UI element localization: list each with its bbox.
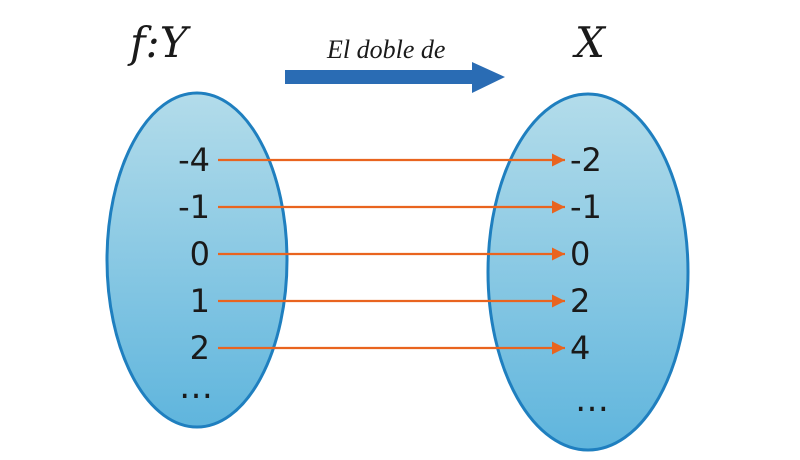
right-value-2: 0 bbox=[570, 235, 590, 273]
right-set-ellipse bbox=[486, 92, 690, 452]
left-value-2: 0 bbox=[190, 235, 210, 273]
left-value-1: -1 bbox=[178, 188, 210, 226]
right-value-0: -2 bbox=[570, 141, 602, 179]
left-set-ellipse bbox=[105, 91, 289, 429]
right-value-1: -1 bbox=[570, 188, 602, 226]
right-value-4: 4 bbox=[570, 329, 590, 367]
right-ellipsis: … bbox=[575, 380, 609, 420]
left-value-0: -4 bbox=[178, 141, 210, 179]
left-value-4: 2 bbox=[190, 329, 210, 367]
arrow-label: El doble de bbox=[326, 35, 445, 64]
right-set-title: X bbox=[572, 18, 607, 67]
left-value-3: 1 bbox=[190, 282, 210, 320]
left-set-title: f:Y bbox=[127, 18, 192, 67]
left-ellipsis: … bbox=[179, 367, 213, 407]
right-value-3: 2 bbox=[570, 282, 590, 320]
main-direction-arrow bbox=[285, 62, 505, 93]
